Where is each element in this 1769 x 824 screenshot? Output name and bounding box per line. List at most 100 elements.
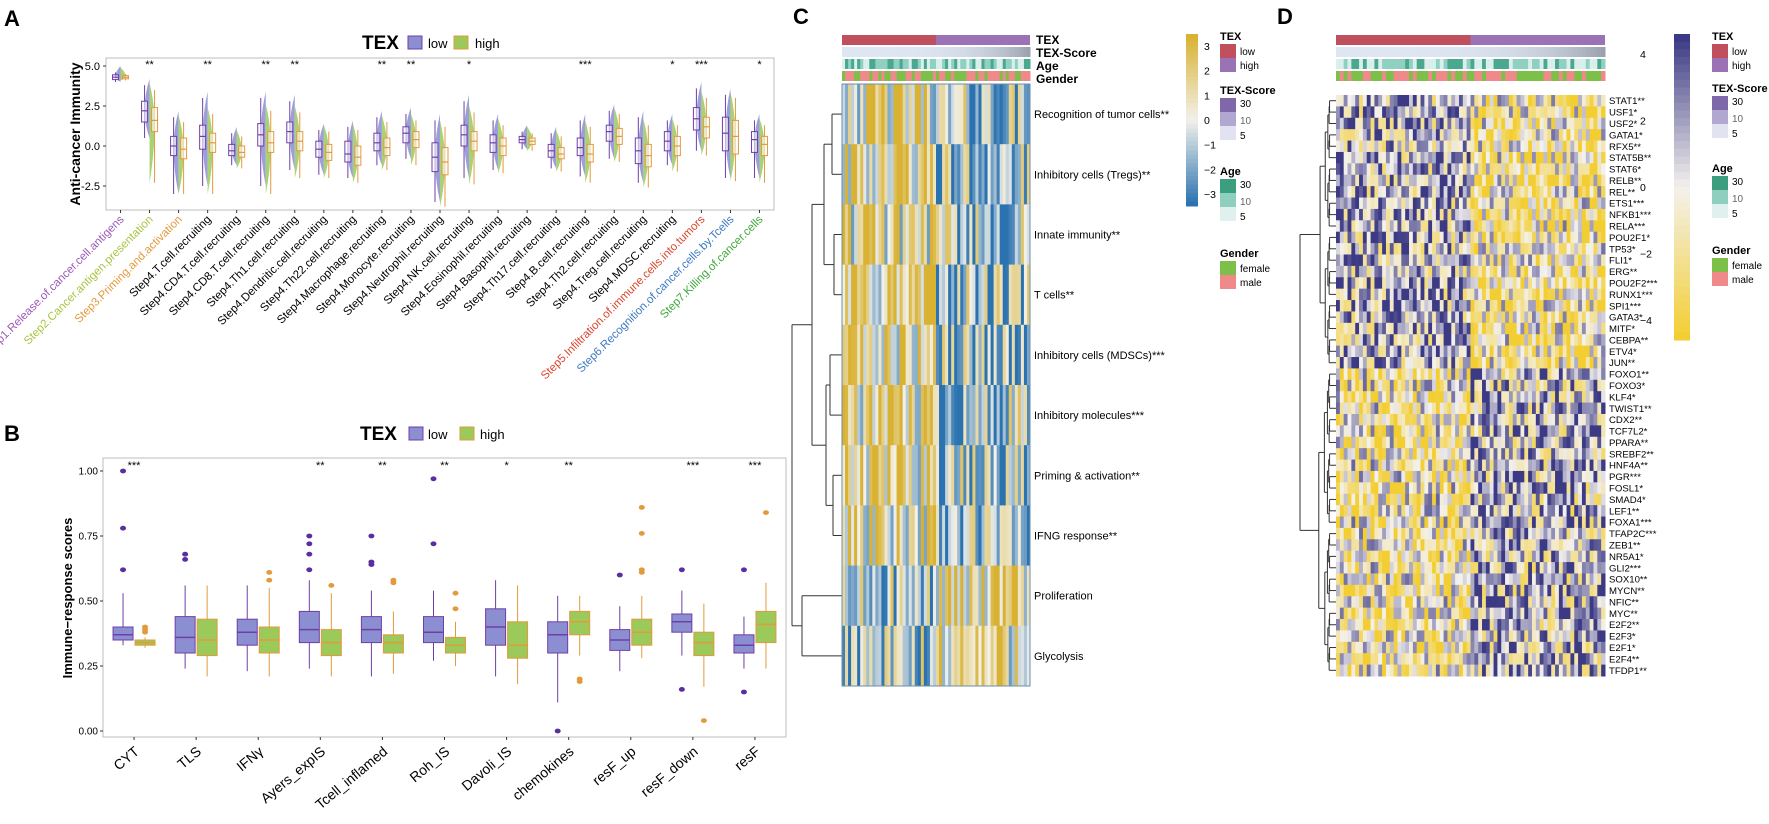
panel-d-heat-cell xyxy=(1585,413,1591,426)
panel-c-heat-cell xyxy=(890,625,895,687)
panel-c-heat-cell xyxy=(911,625,916,687)
panel-c-anno-score-cell xyxy=(893,47,898,57)
panel-c-heat-cell xyxy=(945,445,949,506)
panel-b-xtick-label: TLS xyxy=(174,743,204,772)
panel-d-heat-cell xyxy=(1505,243,1510,255)
panel-d-anno-gender-cell xyxy=(1339,71,1345,81)
panel-b-box-high xyxy=(507,621,529,659)
panel-d-heat-cell xyxy=(1581,425,1587,438)
panel-c-colorbar-segment xyxy=(1186,167,1198,173)
panel-d-heat-cell xyxy=(1389,197,1395,210)
panel-d-heat-cell xyxy=(1420,459,1425,472)
panel-c-heat-cell xyxy=(881,264,885,326)
panel-c-heat-cell xyxy=(984,445,989,506)
panel-d-heat-cell xyxy=(1497,368,1502,381)
panel-d-heat-cell xyxy=(1412,151,1418,164)
panel-d-heat-cell xyxy=(1355,300,1360,312)
panel-d-heat-cell xyxy=(1447,550,1452,563)
panel-d-heat-cell xyxy=(1485,277,1491,290)
panel-d-heat-cell xyxy=(1339,117,1345,130)
panel-d-heat-cell xyxy=(1466,550,1471,563)
panel-d-heat-cell xyxy=(1505,140,1510,153)
panel-d-heat-cell xyxy=(1432,413,1437,426)
panel-d-heat-cell xyxy=(1378,527,1383,540)
panel-c-anno-age-cell xyxy=(854,59,858,69)
panel-d-anno-score-cell xyxy=(1462,47,1468,57)
panel-d-heat-cell xyxy=(1374,470,1379,483)
panel-d-anno-gender-cell xyxy=(1508,71,1514,81)
panel-c-heat-cell xyxy=(978,84,982,145)
panel-d-heat-cell xyxy=(1508,231,1514,244)
panel-d-heat-cell xyxy=(1389,243,1395,255)
panel-c-heat-cell xyxy=(863,204,867,266)
panel-c-heat-cell xyxy=(969,144,973,205)
panel-d-heat-cell xyxy=(1389,379,1395,392)
panel-c-heat-cell xyxy=(860,324,864,386)
panel-d-heat-cell xyxy=(1455,186,1460,199)
panel-c-heat-cell xyxy=(975,385,979,446)
panel-d-heat-cell xyxy=(1593,505,1598,518)
panel-d-anno-score-cell xyxy=(1497,47,1502,57)
panel-d-anno-age-cell xyxy=(1424,59,1429,69)
panel-d-heat-cell xyxy=(1524,265,1529,278)
panel-d-heat-cell xyxy=(1574,117,1579,130)
panel-d-heat-cell xyxy=(1412,220,1418,233)
panel-d-anno-score-cell xyxy=(1581,47,1587,57)
panel-c-anno-gender-cell xyxy=(917,71,922,81)
panel-c-heat-cell xyxy=(1020,144,1025,205)
panel-d-heat-cell xyxy=(1505,322,1510,335)
panel-d-heat-cell xyxy=(1512,425,1518,438)
panel-c-heat-cell xyxy=(920,84,925,145)
panel-d-heat-cell xyxy=(1528,277,1533,290)
panel-d-heat-cell xyxy=(1520,129,1525,142)
panel-d-heat-cell xyxy=(1516,550,1521,563)
panel-d-anno-gender-cell xyxy=(1585,71,1591,81)
panel-d-heat-cell xyxy=(1558,277,1564,290)
panel-c-heat-cell xyxy=(899,204,904,266)
panel-c-anno-age-cell xyxy=(860,59,864,69)
panel-d-heat-cell xyxy=(1435,140,1441,153)
panel-d-heat-cell xyxy=(1497,402,1502,415)
panel-d-heat-cell xyxy=(1374,277,1379,290)
panel-d-heat-cell xyxy=(1478,448,1483,461)
panel-d-heat-cell xyxy=(1412,140,1418,153)
panel-d-heat-cell xyxy=(1543,357,1548,369)
panel-d-heat-cell xyxy=(1566,584,1571,597)
panel-c-heat-cell xyxy=(954,144,958,205)
panel-d-heat-cell xyxy=(1420,607,1425,620)
panel-d-heat-cell xyxy=(1382,288,1387,301)
panel-d-heat-cell xyxy=(1482,402,1487,415)
panel-c-heat-cell xyxy=(945,204,949,266)
panel-d-heat-cell xyxy=(1359,334,1364,347)
panel-d-heat-cell xyxy=(1351,539,1356,552)
panel-d-heat-cell xyxy=(1451,243,1456,255)
panel-c-heat-cell xyxy=(902,144,907,205)
panel-d-heat-cell xyxy=(1535,505,1541,518)
panel-d-heat-cell xyxy=(1593,379,1598,392)
panel-d-heat-cell xyxy=(1581,243,1587,255)
panel-d-heat-cell xyxy=(1397,117,1402,130)
panel-c-heat-cell xyxy=(1026,204,1031,266)
panel-c-heat-cell xyxy=(984,565,989,627)
panel-d-heat-cell xyxy=(1566,186,1571,199)
panel-d-heat-cell xyxy=(1539,448,1545,461)
panel-d-heat-cell xyxy=(1412,402,1418,415)
panel-d-heat-cell xyxy=(1347,117,1352,130)
panel-d-heat-cell xyxy=(1551,106,1556,119)
panel-b-xtick-label: CYT xyxy=(110,743,142,774)
panel-d-heat-cell xyxy=(1555,391,1560,404)
panel-c-heat-cell xyxy=(978,445,982,506)
panel-d-anno-gender-cell xyxy=(1393,71,1398,81)
panel-d-heat-cell xyxy=(1439,368,1445,381)
panel-d-anno-score-cell xyxy=(1393,47,1398,57)
panel-d-heat-cell xyxy=(1409,516,1414,529)
panel-d-heat-cell xyxy=(1578,562,1583,574)
panel-d-heat-cell xyxy=(1428,505,1433,518)
panel-c-legend-texscore-bar-3 xyxy=(1220,126,1236,140)
panel-d-anno-age-cell xyxy=(1574,59,1579,69)
panel-c-heat-cell xyxy=(869,324,873,386)
panel-d-heat-cell xyxy=(1493,334,1498,347)
panel-d-heat-cell xyxy=(1520,357,1525,369)
panel-d-heat-cell xyxy=(1455,368,1460,381)
panel-d-heat-cell xyxy=(1382,151,1387,164)
